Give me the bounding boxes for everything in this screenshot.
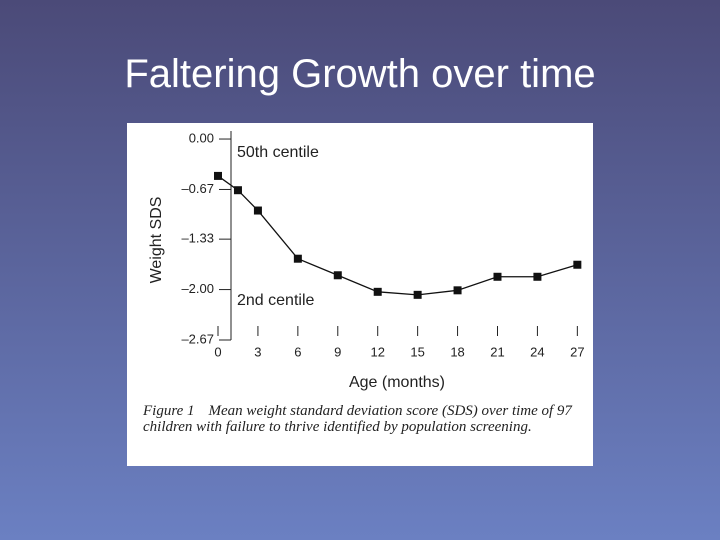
caption-label: Figure 1 bbox=[143, 403, 195, 419]
y-tick-label: –1.33 bbox=[181, 231, 214, 246]
annotation: 50th centile bbox=[237, 144, 319, 161]
y-tick-label: –2.00 bbox=[181, 281, 214, 296]
y-tick-label: 0.00 bbox=[189, 130, 214, 145]
x-tick-label: 18 bbox=[450, 344, 464, 359]
point bbox=[373, 287, 382, 296]
point bbox=[333, 271, 342, 280]
x-tick-label: 0 bbox=[214, 344, 221, 359]
x-tick-label: 15 bbox=[410, 344, 424, 359]
x-axis-label: Age (months) bbox=[349, 374, 445, 391]
caption-text: Mean weight standard deviation score (SD… bbox=[143, 403, 572, 435]
slide-title: Faltering Growth over time bbox=[124, 52, 596, 96]
x-tick-label: 24 bbox=[530, 344, 544, 359]
x-tick-label: 6 bbox=[294, 344, 301, 359]
caption: Figure 1 Mean weight standard deviation s… bbox=[143, 403, 583, 435]
x-tick-label: 27 bbox=[570, 344, 584, 359]
point bbox=[493, 272, 502, 281]
x-tick-label: 3 bbox=[254, 344, 261, 359]
point bbox=[573, 260, 582, 269]
point bbox=[293, 254, 302, 263]
point bbox=[413, 290, 422, 299]
point bbox=[453, 286, 462, 295]
annotation: 2nd centile bbox=[237, 292, 314, 309]
point bbox=[533, 272, 542, 281]
point bbox=[214, 171, 222, 180]
x-tick-label: 9 bbox=[334, 344, 341, 359]
y-tick-label: –0.67 bbox=[181, 181, 214, 196]
point bbox=[233, 186, 242, 195]
series-line bbox=[217, 175, 578, 296]
figure-panel: 50th centile 2nd centile Age (months) We… bbox=[127, 123, 593, 466]
chart: 50th centile 2nd centile Age (months) We… bbox=[148, 130, 584, 391]
x-tick-label: 12 bbox=[370, 344, 384, 359]
y-tick-label: –2.67 bbox=[181, 331, 214, 346]
point bbox=[253, 206, 262, 215]
y-axis-label: Weight SDS bbox=[148, 197, 165, 284]
x-tick-label: 21 bbox=[490, 344, 504, 359]
